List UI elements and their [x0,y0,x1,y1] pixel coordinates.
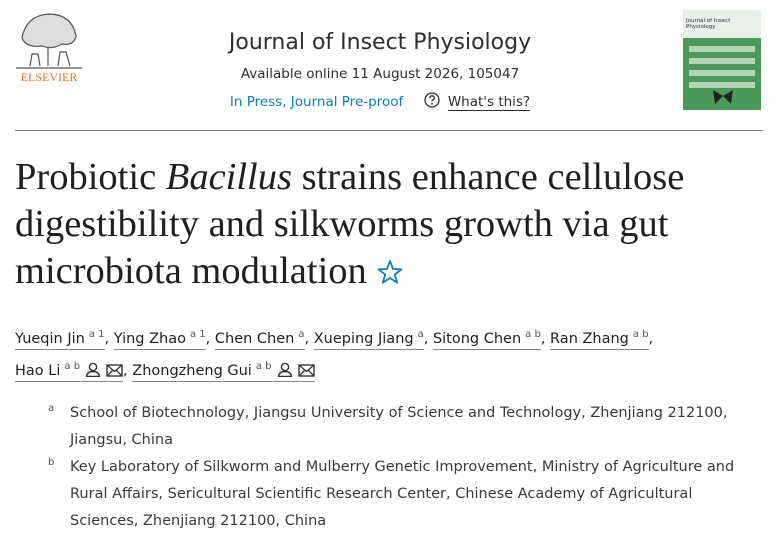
availability: Available online 11 August 2026, 105047 [240,66,520,82]
separator: , [540,331,546,347]
affiliation-text: Key Laboratory of Silkworm and Mulberry … [70,459,735,529]
author-affiliation-ref: a b [632,329,649,340]
email-icon[interactable] [106,363,123,377]
author-affiliation-ref: a 1 [190,329,206,340]
author-affiliation-ref: a [298,329,305,340]
affiliation-label: b [48,457,55,468]
author-affiliation-ref: a b [255,361,272,372]
author-name[interactable]: Ying Zhao [113,331,186,347]
separator: , [304,331,310,347]
email-icon[interactable] [297,363,315,377]
author[interactable]: Hao Li a b [15,361,124,382]
publisher-name: ELSEVIER [21,70,78,84]
journal-cover[interactable]: Journal of Insect Physiology [683,10,761,110]
journal-name[interactable]: Journal of Insect Physiology [228,30,532,55]
help-link[interactable]: What's this? [447,94,531,111]
author[interactable]: Zhongzheng Gui a b [132,361,315,382]
author-name[interactable]: Hao Li [15,363,61,379]
author-affiliation-ref: a [417,329,424,340]
author-affiliation-ref: a b [64,361,81,372]
author[interactable]: Ran Zhang a b [550,329,649,350]
status: In Press, Journal Pre-proof [229,94,404,110]
affiliation-text: School of Biotechnology, Jiangsu Univers… [70,405,728,448]
separator: , [423,331,429,347]
help-icon[interactable] [423,92,440,108]
author-name[interactable]: Chen Chen [214,331,295,347]
affiliation: b Key Laboratory of Silkworm and Mulberry… [48,454,763,535]
author[interactable]: Sitong Chen a b [432,329,541,350]
author-list: Yueqin Jin a 1, Ying Zhao a 1, Chen Chen a,… [15,321,715,385]
author[interactable]: Xueping Jiang a [313,329,424,350]
cover-title: Journal of Insect Physiology [686,18,731,30]
author-icon[interactable] [277,362,293,378]
title-part: Probiotic [15,156,166,198]
publisher-logo[interactable]: ELSEVIER [12,8,86,86]
author-affiliation-ref: a b [525,329,541,340]
author-name[interactable]: Sitong Chen [432,331,522,347]
status-row: In Press, Journal Pre-proof What's this? [180,92,580,111]
affiliation-label: a [48,403,55,414]
separator: , [205,331,211,347]
divider [15,130,763,131]
author[interactable]: Ying Zhao a 1 [113,329,206,350]
affiliation: a School of Biotechnology, Jiangsu Univer… [48,400,763,454]
author-affiliation-ref: a 1 [88,329,105,340]
title-part: strains enhance cellulose digestibility … [15,156,685,292]
separator: , [104,331,110,347]
separator: , [123,363,128,379]
author[interactable]: Yueqin Jin a 1 [15,329,105,350]
author-name[interactable]: Zhongzheng Gui [132,363,252,379]
author-name[interactable]: Xueping Jiang [313,331,414,347]
author-name[interactable]: Ran Zhang [550,331,629,347]
title-note-star[interactable] [377,259,403,285]
author[interactable]: Chen Chen a [214,329,305,350]
separator: , [648,331,654,347]
article-title: Probiotic Bacillus strains enhance cellu… [15,154,755,295]
title-part: Bacillus [165,156,292,198]
author-icon[interactable] [85,362,101,378]
author-name[interactable]: Yueqin Jin [15,331,85,347]
